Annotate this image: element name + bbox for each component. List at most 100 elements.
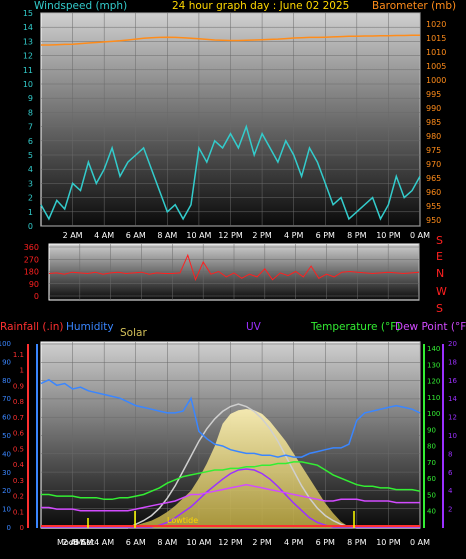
wind-ytick: 4 — [28, 165, 33, 174]
temperature-ytick: 90 — [427, 426, 436, 434]
temperature-ytick: 50 — [427, 491, 436, 499]
direction-ytick: 0 — [34, 292, 39, 301]
wind-xtick: 12 PM — [218, 231, 243, 240]
moonset-time-label: 5 AM — [73, 538, 93, 547]
direction-grid — [49, 244, 420, 300]
wind-ytick: 1 — [28, 208, 33, 217]
wind-ytick: 6 — [28, 137, 33, 146]
humidity-ytick: 0 — [7, 524, 11, 532]
humidity-ytick: 40 — [2, 450, 11, 458]
barometer-ytick: 985 — [426, 118, 441, 127]
wind-xtick: 10 PM — [376, 231, 401, 240]
wind-xtick: 2 AM — [63, 231, 83, 240]
uv-ytick: 12 — [448, 414, 457, 422]
compass-letter: W — [436, 285, 447, 298]
temp-xtick: 12 PM — [218, 538, 243, 547]
direction-ytick: 180 — [24, 268, 39, 277]
barometer-ytick: 995 — [426, 90, 441, 99]
uv-ytick: 14 — [448, 395, 457, 403]
barometer-ytick: 980 — [426, 132, 441, 141]
humidity-yticks: 0 10 20 30 40 50 60 70 80 90 100 — [0, 340, 11, 532]
wind-ytick: 10 — [23, 80, 33, 89]
wind-ytick: 14 — [23, 23, 33, 32]
direction-ytick: 360 — [24, 243, 39, 252]
solar-label: Solar — [120, 327, 147, 339]
barometer-ytick: 1015 — [426, 34, 446, 43]
barometer-ytick: 1000 — [426, 76, 446, 85]
lowtide-label: Lowtide — [167, 516, 198, 525]
barometer-yticks: 950 955 960 965 970 975 980 985 990 995 1000 1005 10… — [426, 20, 446, 225]
rainfall-ytick: 0.7 — [13, 414, 24, 422]
wind-direction-line — [48, 253, 420, 282]
rainfall-ytick: 1.1 — [13, 351, 24, 359]
rainfall-ytick: 0.8 — [13, 398, 24, 406]
temperature-yticks: 40 50 60 70 80 90 100 110 120 130 140 — [427, 345, 440, 516]
temperature-ytick: 100 — [427, 410, 440, 418]
rainfall-label: Rainfall (.in) — [0, 321, 63, 333]
wind-xtick: 4 AM — [94, 231, 114, 240]
temperature-ytick: 80 — [427, 443, 436, 451]
barometer-ytick: 960 — [426, 188, 441, 197]
barometer-ytick: 975 — [426, 146, 441, 155]
uv-ytick: 16 — [448, 377, 457, 385]
rainfall-ytick: 0.3 — [13, 477, 24, 485]
temperature-ytick: 40 — [427, 508, 436, 516]
humidity-line — [40, 378, 421, 458]
rainfall-ytick: 0.9 — [13, 382, 24, 390]
direction-ytick: 90 — [29, 280, 39, 289]
uv-ytick: 10 — [448, 432, 457, 440]
barometer-ytick: 990 — [426, 104, 441, 113]
wind-ytick: 9 — [28, 94, 33, 103]
barometer-ytick: 1005 — [426, 62, 446, 71]
uv-ytick: 4 — [448, 487, 453, 495]
temp-xtick: 8 PM — [347, 538, 366, 547]
wind-xtick: 4 PM — [284, 231, 303, 240]
temp-xtick: 8 AM — [157, 538, 177, 547]
humidity-label: Humidity — [66, 321, 114, 333]
humidity-ytick: 50 — [2, 432, 11, 440]
temperature-ytick: 130 — [427, 361, 440, 369]
direction-yticks: 0 90 180 270 360 — [24, 243, 39, 301]
temp-xtick: 6 PM — [316, 538, 335, 547]
wind-ytick: 2 — [28, 194, 33, 203]
uv-ytick: 8 — [448, 450, 452, 458]
compass-letter: S — [436, 234, 443, 247]
temperature-ytick: 110 — [427, 394, 440, 402]
barometer-ytick: 1020 — [426, 20, 446, 29]
wind-xtick: 6 PM — [316, 231, 335, 240]
windspeed-label: Windspeed (mph) — [34, 0, 127, 12]
uv-ytick: 2 — [448, 506, 452, 514]
humidity-ytick: 70 — [2, 395, 11, 403]
dewpoint-label: Dew Point (°F) — [395, 321, 466, 333]
temp-xtick: 2 PM — [252, 538, 271, 547]
barometer-ytick: 950 — [426, 216, 441, 225]
wind-xtick: 8 AM — [157, 231, 177, 240]
barometer-ytick: 965 — [426, 174, 441, 183]
windspeed-line — [40, 124, 421, 221]
temp-xtick: 4 PM — [284, 538, 303, 547]
rainfall-ytick: 0.5 — [13, 445, 24, 453]
temp-xtick: 10 PM — [376, 538, 401, 547]
compass-letter: E — [436, 250, 443, 263]
barometer-ytick: 955 — [426, 202, 441, 211]
moonset-label: Moon Set — [57, 538, 94, 547]
barometer-ytick: 970 — [426, 160, 441, 169]
wind-xtick: 2 PM — [252, 231, 271, 240]
humidity-ytick: 60 — [2, 414, 11, 422]
temp-xtick: 4 AM — [94, 538, 114, 547]
chart-title: 24 hour graph day : June 02 2025 — [172, 0, 349, 12]
wind-xtick: 0 AM — [410, 231, 430, 240]
wind-ytick: 5 — [28, 151, 33, 160]
wind-ytick: 15 — [23, 9, 33, 18]
barometer-label: Barometer (mb) — [372, 0, 456, 12]
rainfall-ytick: 0.4 — [13, 461, 25, 469]
wind-xticks: 2 AM 4 AM 6 AM 8 AM 10 AM 12 PM 2 PM 4 PM 6 PM 8 … — [63, 231, 431, 240]
rainfall-ytick: 0.6 — [13, 430, 25, 438]
temperature-ytick: 60 — [427, 475, 436, 483]
barometer-ytick: 1010 — [426, 48, 446, 57]
rainfall-ytick: 0 — [20, 524, 24, 532]
